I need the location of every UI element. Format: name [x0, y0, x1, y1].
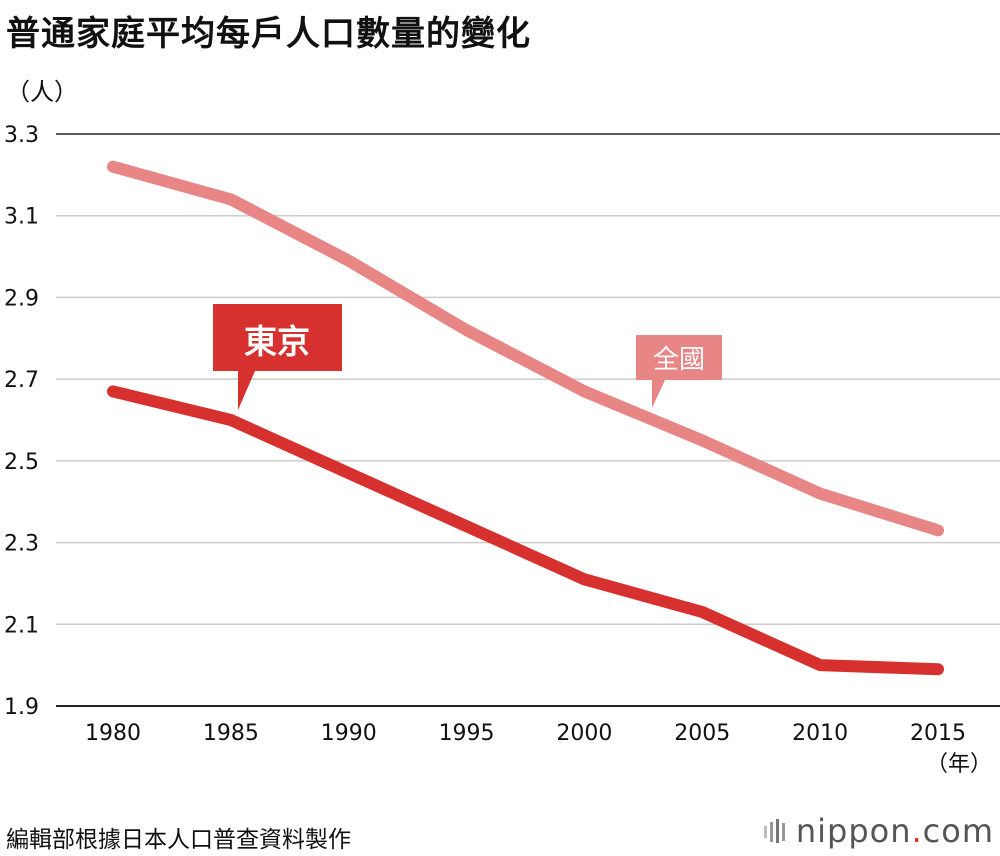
- x-tick-label: 2005: [674, 721, 730, 746]
- y-tick-label: 2.3: [4, 532, 39, 557]
- logo-dot: .: [911, 812, 923, 850]
- series-line-tokyo: [107, 385, 944, 676]
- x-tick-label: 1995: [439, 721, 495, 746]
- callout-national: [636, 335, 722, 408]
- x-tick-label: 2010: [792, 721, 848, 746]
- y-tick-label: 2.5: [4, 450, 39, 475]
- y-axis-unit: （人）: [6, 78, 78, 106]
- logo-bars-icon: [763, 814, 790, 852]
- y-tick-label: 3.1: [4, 205, 39, 230]
- legend-label-tokyo: 東京: [244, 322, 310, 361]
- source-note: 編輯部根據日本人口普查資料製作: [6, 827, 351, 853]
- x-tick-label: 1985: [203, 721, 259, 746]
- y-tick-label: 3.3: [4, 123, 39, 148]
- line-chart: 1.9 2.1 2.3 2.5 2.7 2.9 3.1 3.3 1980 1985 1990 199…: [4, 123, 1000, 746]
- x-tick-label: 1990: [321, 721, 377, 746]
- x-axis-unit: （年）: [925, 752, 992, 777]
- series-line-national: [107, 160, 944, 537]
- x-tick-label: 2000: [556, 721, 612, 746]
- nippon-logo: nippon.com: [763, 812, 994, 852]
- y-tick-label: 1.9: [4, 695, 39, 720]
- y-tick-label: 2.1: [4, 613, 39, 638]
- logo-text: nippon: [795, 812, 912, 850]
- legend-label-national: 全國: [653, 345, 705, 375]
- x-tick-label: 2015: [910, 721, 966, 746]
- chart-title: 普通家庭平均每戶人口數量的變化: [6, 14, 531, 54]
- x-tick-label: 1980: [85, 721, 141, 746]
- callout-tokyo: [213, 304, 342, 410]
- logo-suffix: com: [922, 812, 994, 850]
- y-tick-label: 2.7: [4, 368, 39, 393]
- y-tick-label: 2.9: [4, 286, 39, 311]
